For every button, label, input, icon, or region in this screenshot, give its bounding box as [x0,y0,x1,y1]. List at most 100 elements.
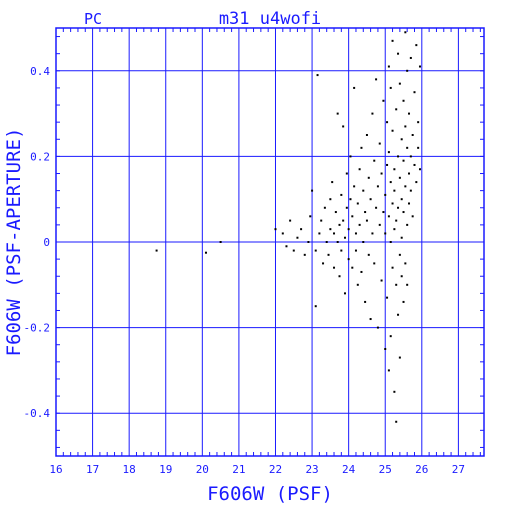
data-point [358,223,361,226]
data-point [400,236,403,239]
data-point [411,215,414,218]
data-point [340,193,343,196]
data-point [411,134,414,136]
data-point [393,168,396,171]
data-point [406,223,409,226]
chart-title: m31_u4wofi [219,9,321,29]
plot-frame [55,27,485,457]
data-point [325,241,328,243]
data-point [369,318,372,321]
data-point [404,262,407,265]
data-point [408,202,411,205]
data-point [219,241,222,243]
data-point [342,125,345,128]
data-point [387,369,390,372]
data-point [371,112,374,115]
data-point [397,155,400,158]
x-tick-label: 22 [269,463,282,476]
data-point [380,279,383,282]
y-tick-label: -0.2 [24,322,51,335]
y-tick-label: 0.4 [30,65,50,78]
data-point [387,151,390,154]
data-point [296,236,299,239]
data-point [338,223,341,226]
data-point [378,223,381,226]
data-point [408,172,411,175]
data-point [417,121,420,124]
data-point [375,78,378,81]
x-tick-label: 16 [49,463,62,476]
data-point [376,185,379,188]
data-point [333,232,336,235]
x-tick-label: 26 [415,463,428,476]
data-point [417,146,420,149]
data-point [318,232,321,235]
data-point [365,134,368,136]
data-point [354,249,357,252]
data-point [384,232,387,235]
data-point [373,159,376,162]
data-point [323,206,326,209]
data-point [285,245,288,248]
data-point [320,219,323,222]
data-point [365,219,368,222]
data-point [375,206,378,209]
data-point [391,129,394,132]
data-point [349,155,352,158]
data-point [397,313,400,316]
data-point [329,228,332,231]
data-point [349,198,352,201]
data-point [307,241,310,243]
data-point [364,211,367,214]
data-point [369,198,372,201]
x-tick-label: 21 [232,463,245,476]
data-point [409,56,412,59]
data-point [347,228,350,231]
data-point [345,206,348,209]
chart-subtitle: PC [84,10,102,28]
data-point [347,258,350,261]
data-point [362,189,365,192]
data-point [353,185,356,188]
data-point [343,236,346,239]
data-point [314,305,317,308]
data-point [389,181,392,184]
data-point [336,241,339,243]
data-point [155,249,158,252]
x-axis-label: F606W (PSF) [207,483,333,505]
data-point [397,206,400,209]
data-point [354,232,357,235]
data-point [274,228,277,231]
data-point [398,356,401,359]
data-point [402,99,405,102]
data-point [204,251,207,254]
data-point [413,163,416,166]
data-point [389,241,392,243]
data-point [409,189,412,192]
data-point [342,219,345,222]
grid [56,28,484,456]
y-axis-label: F606W (PSF-APERTURE) [3,128,25,357]
data-point [331,181,334,184]
x-tick-label: 27 [452,463,465,476]
data-point [415,181,418,184]
data-point [391,39,394,42]
data-point [376,326,379,329]
data-point [398,176,401,179]
data-point [384,193,387,196]
data-point [398,82,401,85]
data-point [384,348,387,350]
data-point [360,270,363,273]
data-point [364,300,367,303]
data-point [329,198,332,201]
data-point [367,253,370,256]
data-point [397,52,400,55]
tick-labels: 16 17 18 19 20 21 22 23 24 25 26 27 -0.4 -0.2 0 0.2 0.4 [24,65,466,476]
data-point [391,266,394,269]
data-point [367,176,370,179]
data-point [371,232,374,235]
x-tick-label: 24 [342,463,356,476]
data-point [395,219,398,222]
x-tick-label: 19 [159,463,172,476]
